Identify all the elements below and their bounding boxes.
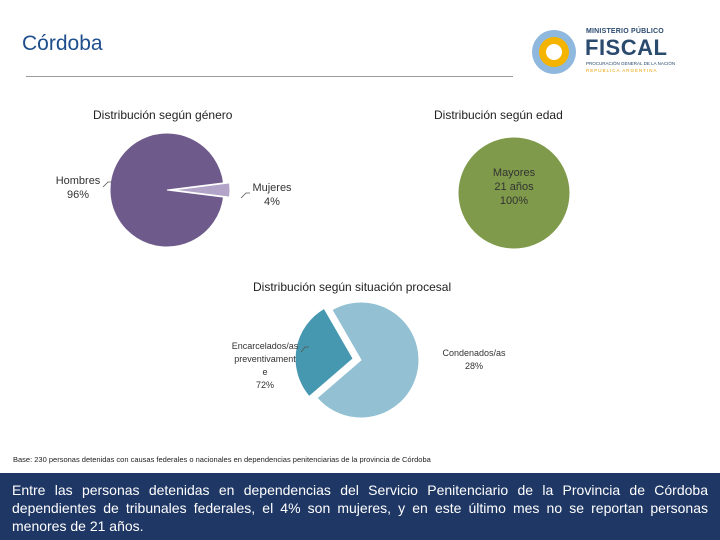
condenados-label: Condenados/as 28% (436, 347, 512, 373)
footnote: Base: 230 personas detenidas con causas … (13, 455, 431, 464)
hombres-label-name: Hombres (55, 175, 101, 187)
status-slice-condenados-as (294, 307, 354, 398)
mayores-label-line2: 21 años (494, 181, 534, 193)
encarcelados-label: Encarcelados/as preventivament e 72% (224, 340, 306, 392)
mujeres-label-name: Mujeres (252, 182, 292, 194)
mujeres-label-value: 4% (264, 196, 280, 208)
logo-line-1: MINISTERIO PÚBLICO (586, 28, 664, 35)
mayores-label-value: 100% (499, 195, 529, 207)
status-chart-title: Distribución según situación procesal (253, 280, 452, 294)
age-chart-title: Distribución según edad (434, 108, 563, 122)
gender-slice-mujeres (172, 182, 231, 198)
encarcelados-leader-line (300, 346, 309, 353)
logo-line-2: FISCAL (585, 35, 668, 60)
hombres-label-value: 96% (66, 189, 90, 201)
mayores-label: Mayores 21 años 100% (484, 166, 544, 208)
mujeres-leader-line (240, 192, 250, 199)
encarcelados-label-line2: preventivament (234, 354, 296, 364)
page-title: Córdoba (22, 32, 103, 55)
condenados-label-line1: Condenados/as (442, 348, 506, 358)
logo-line-3: PROCURACIÓN GENERAL DE LA NACIÓN (586, 61, 676, 66)
fiscal-logo: MINISTERIO PÚBLICO FISCAL PROCURACIÓN GE… (530, 26, 675, 78)
age-slice-mayores-21-a-os (457, 136, 571, 250)
mujeres-label: Mujeres 4% (249, 181, 295, 209)
encarcelados-label-line3: e (262, 367, 268, 377)
encarcelados-label-line1: Encarcelados/as (231, 341, 299, 351)
logo-line-4: REPÚBLICA ARGENTINA (586, 68, 658, 73)
mayores-label-line1: Mayores (492, 167, 536, 179)
gender-slice-hombres (109, 132, 225, 248)
encarcelados-label-value: 72% (255, 380, 274, 390)
condenados-label-value: 28% (464, 361, 483, 371)
gender-chart-title: Distribución según género (93, 108, 233, 122)
hombres-label: Hombres 96% (50, 174, 106, 202)
hombres-leader-line (102, 181, 112, 188)
status-slice-encarcelados-as-preventivamente (316, 301, 420, 419)
summary-text: Entre las personas detenidas en dependen… (12, 482, 708, 534)
summary-banner: Entre las personas detenidas en dependen… (0, 473, 720, 540)
title-divider (26, 76, 513, 77)
sun-emblem-icon (532, 30, 576, 74)
